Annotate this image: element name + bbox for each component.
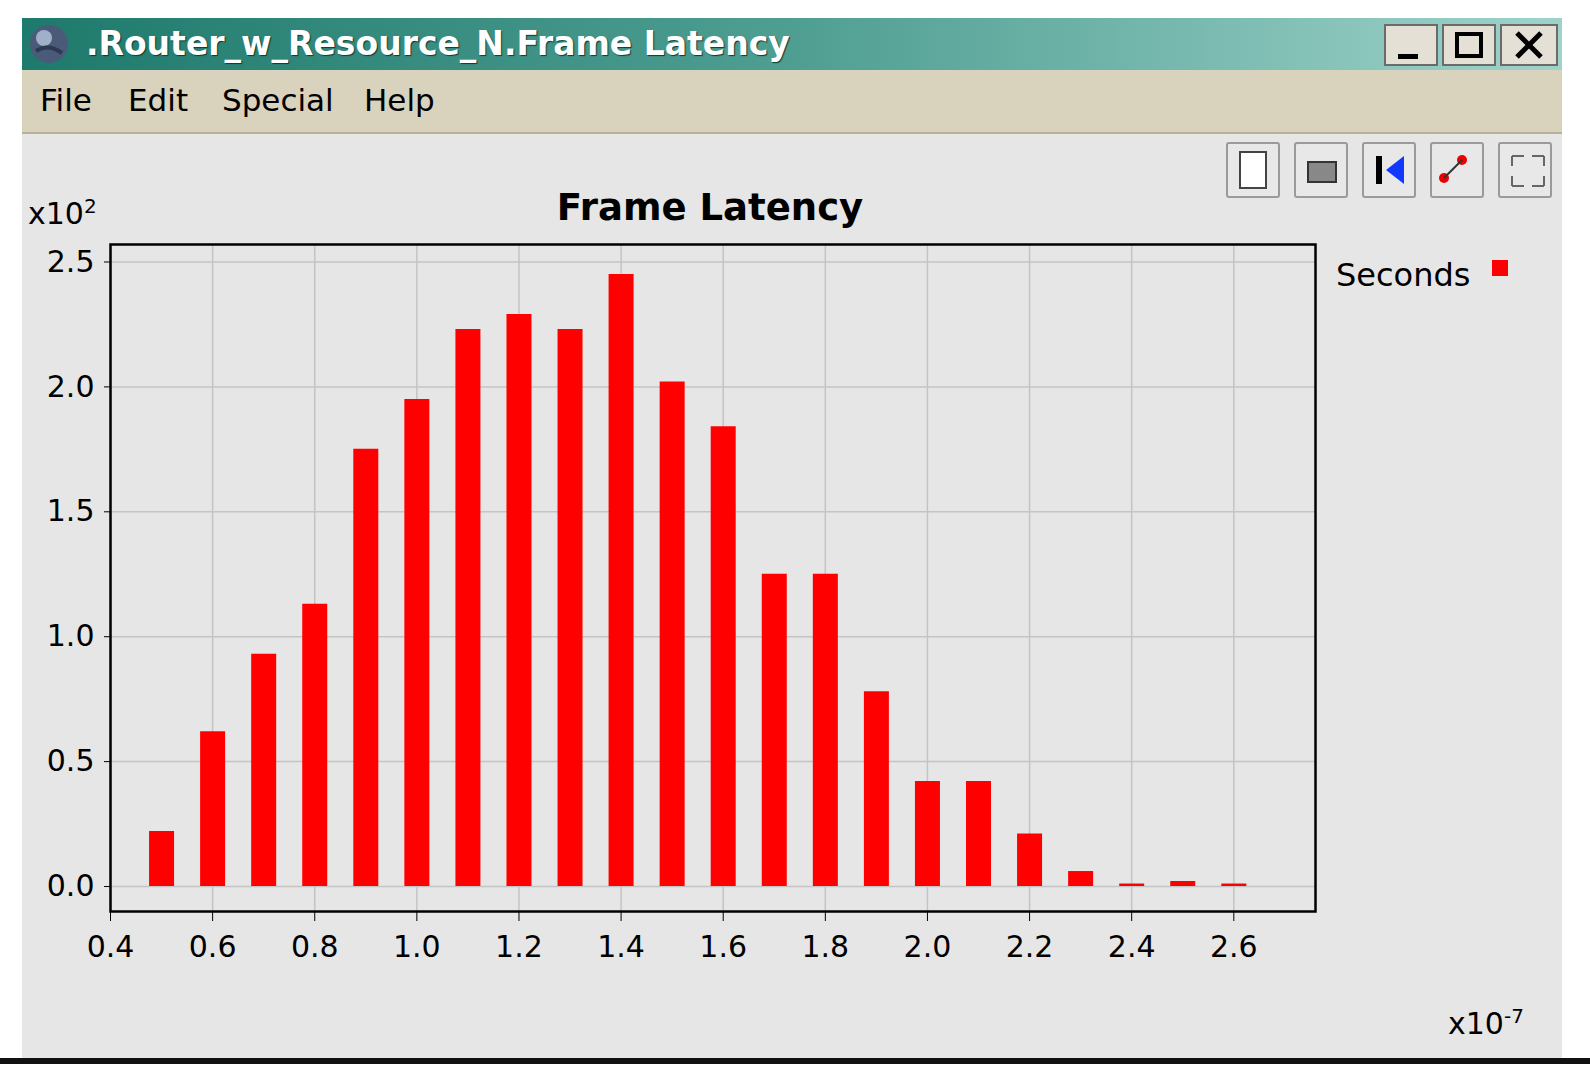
svg-text:2.4: 2.4 [1108, 929, 1156, 964]
svg-text:0.8: 0.8 [291, 929, 339, 964]
html-text:Seconds: Seconds [1336, 256, 1471, 294]
svg-text:1.2: 1.2 [495, 929, 543, 964]
html-text:x10: x10 [28, 196, 84, 231]
svg-text:0.5: 0.5 [47, 743, 95, 778]
svg-text:2.2: 2.2 [1006, 929, 1054, 964]
svg-text:0.4: 0.4 [87, 929, 135, 964]
svg-text:2.0: 2.0 [904, 929, 952, 964]
svg-text:1.0: 1.0 [393, 929, 441, 964]
svg-text:2.0: 2.0 [47, 368, 95, 403]
svg-text:1.4: 1.4 [597, 929, 645, 964]
html-text:2: 2 [83, 194, 97, 218]
html-text:x10-7: x10-7 [1448, 1004, 1524, 1041]
html-text:Edit: Edit [128, 82, 188, 118]
svg-text:2.5: 2.5 [47, 244, 95, 279]
svg-text:1.8: 1.8 [801, 929, 849, 964]
svg-text:1.6: 1.6 [699, 929, 747, 964]
html-text:.Router_w_Resource_N.Frame Lat: .Router_w_Resource_N.Frame Latency [86, 24, 790, 63]
html-text:Help: Help [364, 82, 435, 118]
svg-text:1.5: 1.5 [47, 493, 95, 528]
svg-text:1.0: 1.0 [47, 618, 95, 653]
html-text:Special: Special [222, 82, 334, 118]
svg-text:2.6: 2.6 [1210, 929, 1258, 964]
svg-text:0.0: 0.0 [47, 868, 95, 903]
html-text:Frame Latency: Frame Latency [556, 186, 864, 229]
svg-text:0.6: 0.6 [189, 929, 237, 964]
html-text:File: File [40, 82, 92, 118]
